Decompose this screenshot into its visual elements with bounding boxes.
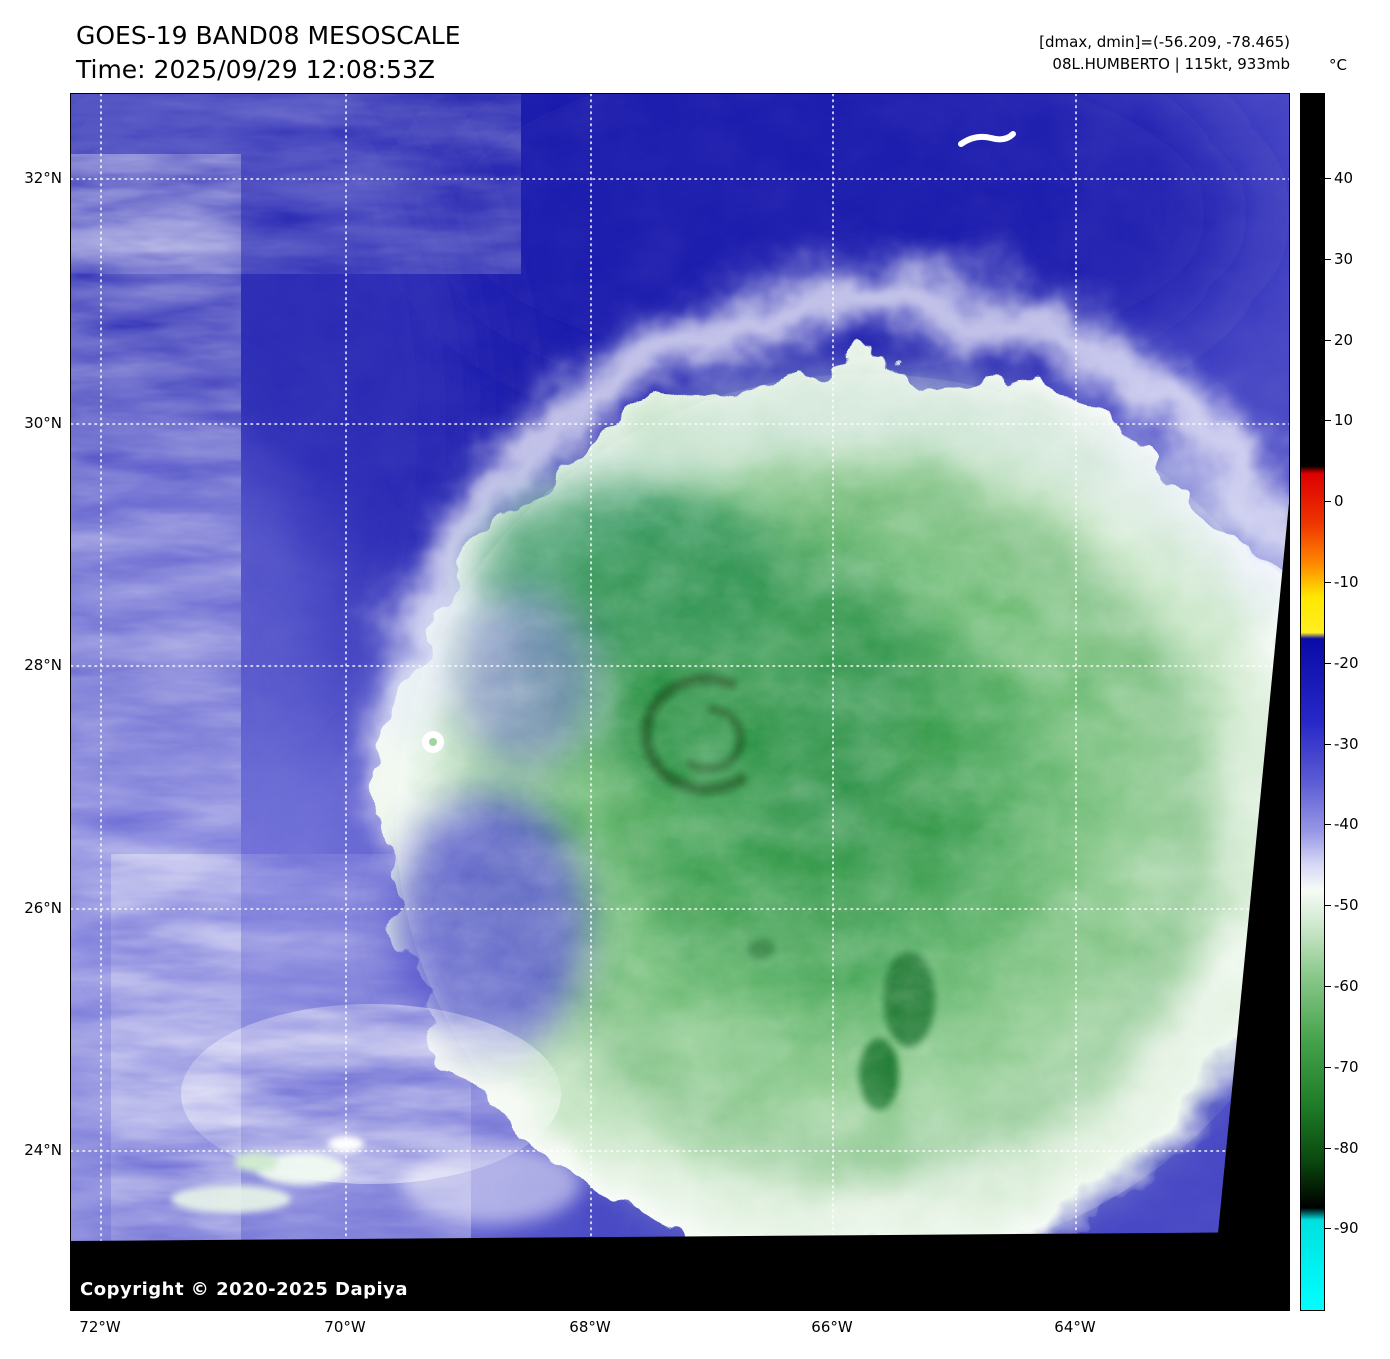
lat-tick-30n: 30°N bbox=[24, 414, 62, 432]
colorbar-tick: 10 bbox=[1324, 411, 1354, 429]
lon-tick-70w: 70°W bbox=[324, 1318, 366, 1336]
colorbar-tick: -80 bbox=[1325, 1139, 1359, 1157]
colorbar-tick: -10 bbox=[1325, 573, 1359, 591]
lat-tick-24n: 24°N bbox=[24, 1141, 62, 1159]
colorbar-tick: 40 bbox=[1324, 169, 1354, 187]
colorbar-tick: -20 bbox=[1325, 654, 1359, 672]
figure-time: Time: 2025/09/29 12:08:53Z bbox=[76, 55, 435, 84]
colorbar-tick: -40 bbox=[1325, 815, 1359, 833]
colorbar-gradient bbox=[1300, 93, 1325, 1311]
satellite-imagery bbox=[71, 94, 1289, 1310]
lat-tick-28n: 28°N bbox=[24, 656, 62, 674]
satellite-map-panel: Copyright © 2020-2025 Dapiya bbox=[70, 93, 1290, 1311]
lat-tick-26n: 26°N bbox=[24, 899, 62, 917]
colorbar-tick: -70 bbox=[1325, 1058, 1359, 1076]
lon-tick-68w: 68°W bbox=[569, 1318, 611, 1336]
lon-tick-66w: 66°W bbox=[811, 1318, 853, 1336]
colorbar-tick: -90 bbox=[1325, 1219, 1359, 1237]
graticule-gridlines bbox=[71, 94, 1289, 1310]
lon-tick-72w: 72°W bbox=[79, 1318, 121, 1336]
colorbar-tick: 30 bbox=[1324, 250, 1354, 268]
no-data-region bbox=[71, 502, 1289, 1310]
figure-title: GOES-19 BAND08 MESOSCALE bbox=[76, 21, 461, 50]
colorbar-tick: -60 bbox=[1325, 977, 1359, 995]
lat-tick-32n: 32°N bbox=[24, 169, 62, 187]
colorbar-tick: -30 bbox=[1325, 735, 1359, 753]
colorbar-unit-label: °C bbox=[1329, 56, 1347, 74]
storm-info-line: 08L.HUMBERTO | 115kt, 933mb bbox=[1052, 55, 1290, 73]
lon-tick-64w: 64°W bbox=[1054, 1318, 1096, 1336]
copyright-text: Copyright © 2020-2025 Dapiya bbox=[80, 1279, 409, 1300]
colorbar-tick: 0 bbox=[1325, 492, 1344, 510]
dmax-dmin-readout: [dmax, dmin]=(-56.209, -78.465) bbox=[1039, 33, 1290, 51]
colorbar-tick: 20 bbox=[1324, 331, 1354, 349]
colorbar-tick: -50 bbox=[1325, 896, 1359, 914]
